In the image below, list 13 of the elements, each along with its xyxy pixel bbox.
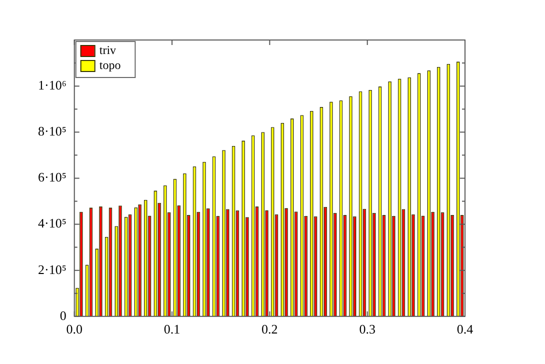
y-tick-label: 4·10⁵	[38, 216, 66, 231]
y-tick-label: 1·10⁶	[38, 77, 66, 92]
legend-label: topo	[99, 58, 121, 72]
x-tick-label: 0.2	[262, 322, 278, 337]
y-tick-label: 6·10⁵	[38, 170, 66, 185]
y-tick-label: 8·10⁵	[38, 124, 66, 139]
legend-label: triv	[99, 43, 116, 58]
x-tick-label: 0.3	[359, 322, 376, 337]
y-tick-label: 2·10⁵	[38, 262, 66, 277]
x-tick-label: 0.0	[66, 322, 82, 337]
x-tick-label: 0.1	[164, 322, 180, 337]
y-tick-label: 0	[60, 308, 66, 323]
x-tick-label: 0.4	[456, 322, 474, 337]
